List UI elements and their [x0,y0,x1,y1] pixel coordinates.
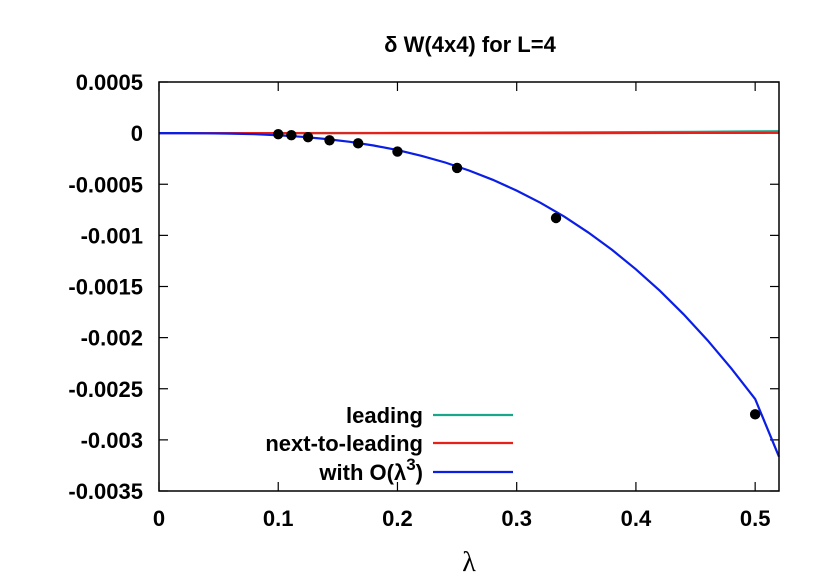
x-tick-label: 0.1 [263,506,294,531]
data-point [749,409,761,420]
y-tick-label: 0.0005 [76,70,143,95]
y-tick-label: -0.0035 [68,479,143,504]
series-layer [159,130,781,458]
data-point [324,135,335,146]
x-tick-label: 0 [153,506,165,531]
y-tick-label: -0.001 [81,223,143,248]
y-tick-label: -0.003 [81,428,143,453]
x-tick-label: 0.4 [621,506,652,531]
x-tick-label: 0.2 [382,506,413,531]
data-point [302,132,314,143]
chart-title: δ W(4x4) for L=4 [384,32,556,57]
plot-frame [158,81,780,492]
x-tick-label: 0.3 [501,506,532,531]
y-tick-label: -0.002 [81,326,143,351]
data-point [286,129,297,141]
y-tick-label: -0.0025 [68,377,143,402]
legend-label: leading [346,403,423,428]
data-point [273,128,284,140]
series-line-with-o-3- [159,132,781,458]
y-tick-label: 0 [131,121,143,146]
x-axis-label: λ [462,547,476,578]
data-point [352,138,364,149]
legend-label: with O(λ3) [318,455,423,485]
data-point [392,146,403,157]
y-tick-label: -0.0005 [68,172,143,197]
x-tick-label: 0.5 [740,506,771,531]
y-tick-label: -0.0015 [68,275,143,300]
ticks: 0 0.1 0.2 0.3 0.4 0.5 0.0005 0 -0.0005 -0.001 -0.0… [68,70,779,531]
data-point [451,162,463,174]
data-points [273,128,761,420]
data-point [550,212,562,224]
legend-label: next-to-leading [265,431,423,456]
